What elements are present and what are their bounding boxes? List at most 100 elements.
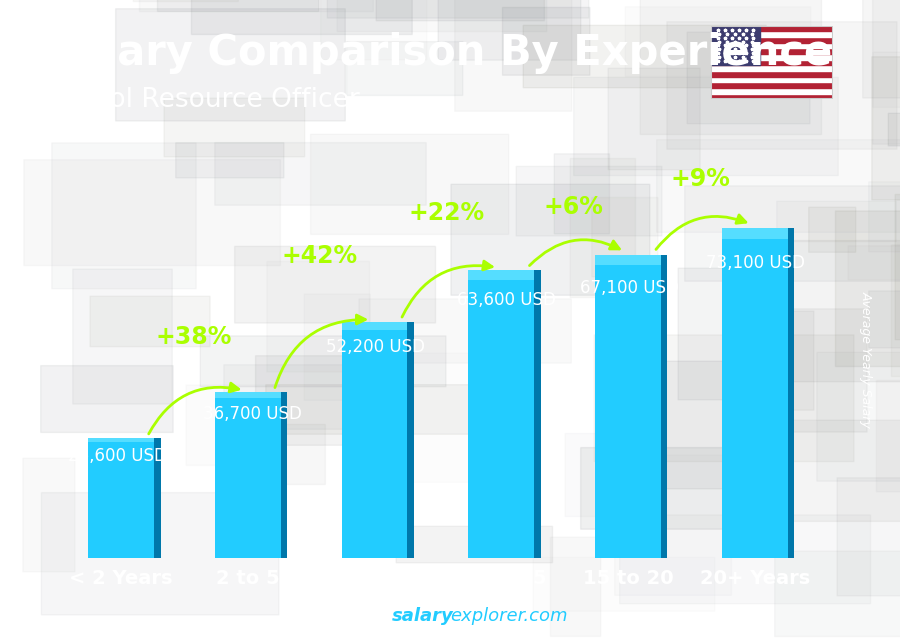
FancyBboxPatch shape	[554, 154, 609, 234]
FancyBboxPatch shape	[741, 311, 814, 410]
Bar	[788, 228, 794, 558]
FancyBboxPatch shape	[310, 134, 508, 235]
Text: 73,100 USD: 73,100 USD	[706, 254, 806, 272]
FancyBboxPatch shape	[215, 143, 427, 205]
Text: salary: salary	[392, 607, 454, 625]
Bar	[88, 438, 154, 442]
FancyBboxPatch shape	[685, 186, 900, 281]
Bar	[215, 392, 281, 397]
FancyBboxPatch shape	[724, 420, 900, 521]
FancyBboxPatch shape	[641, 361, 760, 489]
Bar	[711, 94, 832, 99]
Text: +9%: +9%	[670, 167, 730, 192]
Bar	[468, 271, 534, 281]
FancyBboxPatch shape	[116, 9, 346, 121]
Bar	[534, 271, 541, 558]
FancyBboxPatch shape	[90, 296, 210, 347]
Bar	[88, 438, 154, 558]
FancyBboxPatch shape	[328, 0, 589, 18]
FancyBboxPatch shape	[266, 385, 501, 434]
FancyBboxPatch shape	[133, 0, 238, 1]
FancyBboxPatch shape	[376, 0, 544, 21]
FancyBboxPatch shape	[863, 0, 900, 98]
FancyBboxPatch shape	[41, 493, 279, 615]
Bar	[341, 322, 408, 330]
FancyBboxPatch shape	[502, 8, 590, 75]
FancyBboxPatch shape	[873, 0, 900, 144]
Text: Average Yearly Salary: Average Yearly Salary	[860, 290, 872, 428]
FancyBboxPatch shape	[192, 0, 412, 35]
FancyBboxPatch shape	[551, 537, 600, 637]
FancyBboxPatch shape	[580, 447, 781, 529]
Bar	[341, 322, 408, 558]
Bar	[711, 48, 832, 54]
FancyBboxPatch shape	[451, 184, 650, 296]
Bar	[711, 82, 832, 88]
Bar	[215, 392, 281, 558]
Bar	[711, 60, 832, 65]
Text: 67,100 USD: 67,100 USD	[580, 279, 679, 297]
FancyBboxPatch shape	[868, 291, 900, 348]
FancyBboxPatch shape	[396, 526, 553, 563]
Text: explorer.com: explorer.com	[450, 607, 568, 625]
FancyBboxPatch shape	[24, 160, 281, 265]
Bar	[408, 322, 414, 558]
FancyBboxPatch shape	[809, 207, 856, 253]
FancyBboxPatch shape	[835, 211, 900, 367]
Text: +22%: +22%	[409, 201, 485, 225]
FancyBboxPatch shape	[594, 335, 854, 462]
Text: 26,600 USD: 26,600 USD	[68, 447, 166, 465]
FancyBboxPatch shape	[164, 98, 305, 157]
FancyBboxPatch shape	[640, 0, 822, 135]
Bar	[711, 54, 832, 60]
Bar	[281, 392, 287, 558]
FancyBboxPatch shape	[667, 22, 897, 149]
Bar	[468, 271, 534, 558]
Bar	[711, 26, 832, 31]
FancyBboxPatch shape	[888, 113, 900, 146]
FancyBboxPatch shape	[256, 356, 410, 445]
FancyBboxPatch shape	[438, 0, 580, 60]
Text: +38%: +38%	[155, 325, 231, 349]
Text: +6%: +6%	[544, 194, 603, 219]
Bar	[722, 228, 788, 558]
FancyBboxPatch shape	[523, 26, 766, 88]
Bar	[711, 43, 832, 48]
Text: +42%: +42%	[282, 244, 358, 268]
FancyBboxPatch shape	[896, 194, 900, 340]
Bar	[711, 65, 832, 71]
Bar	[661, 254, 668, 558]
FancyBboxPatch shape	[73, 269, 172, 404]
FancyBboxPatch shape	[872, 57, 900, 200]
Bar	[711, 31, 832, 37]
Text: 52,200 USD: 52,200 USD	[327, 338, 426, 356]
Text: Salary Comparison By Experience: Salary Comparison By Experience	[45, 32, 832, 74]
FancyBboxPatch shape	[877, 381, 900, 492]
FancyBboxPatch shape	[235, 246, 436, 323]
FancyBboxPatch shape	[772, 309, 867, 432]
FancyBboxPatch shape	[201, 336, 446, 387]
FancyBboxPatch shape	[158, 0, 319, 12]
Bar	[711, 77, 832, 82]
Bar	[711, 26, 760, 65]
Text: 36,700 USD: 36,700 USD	[203, 405, 302, 423]
Bar	[711, 71, 832, 77]
FancyBboxPatch shape	[687, 32, 810, 124]
Bar	[595, 254, 661, 265]
FancyBboxPatch shape	[454, 0, 572, 112]
FancyBboxPatch shape	[176, 143, 284, 178]
FancyBboxPatch shape	[242, 424, 325, 485]
Text: 63,600 USD: 63,600 USD	[457, 290, 555, 308]
Bar	[722, 228, 788, 239]
FancyBboxPatch shape	[678, 268, 742, 400]
Bar	[711, 37, 832, 43]
FancyBboxPatch shape	[770, 240, 900, 381]
FancyBboxPatch shape	[224, 365, 366, 429]
FancyBboxPatch shape	[40, 365, 173, 433]
Bar	[711, 88, 832, 94]
Bar	[595, 254, 661, 558]
FancyBboxPatch shape	[346, 42, 463, 96]
Text: School Resource Officer: School Resource Officer	[45, 87, 360, 113]
FancyBboxPatch shape	[608, 68, 700, 170]
Bar	[154, 438, 160, 558]
